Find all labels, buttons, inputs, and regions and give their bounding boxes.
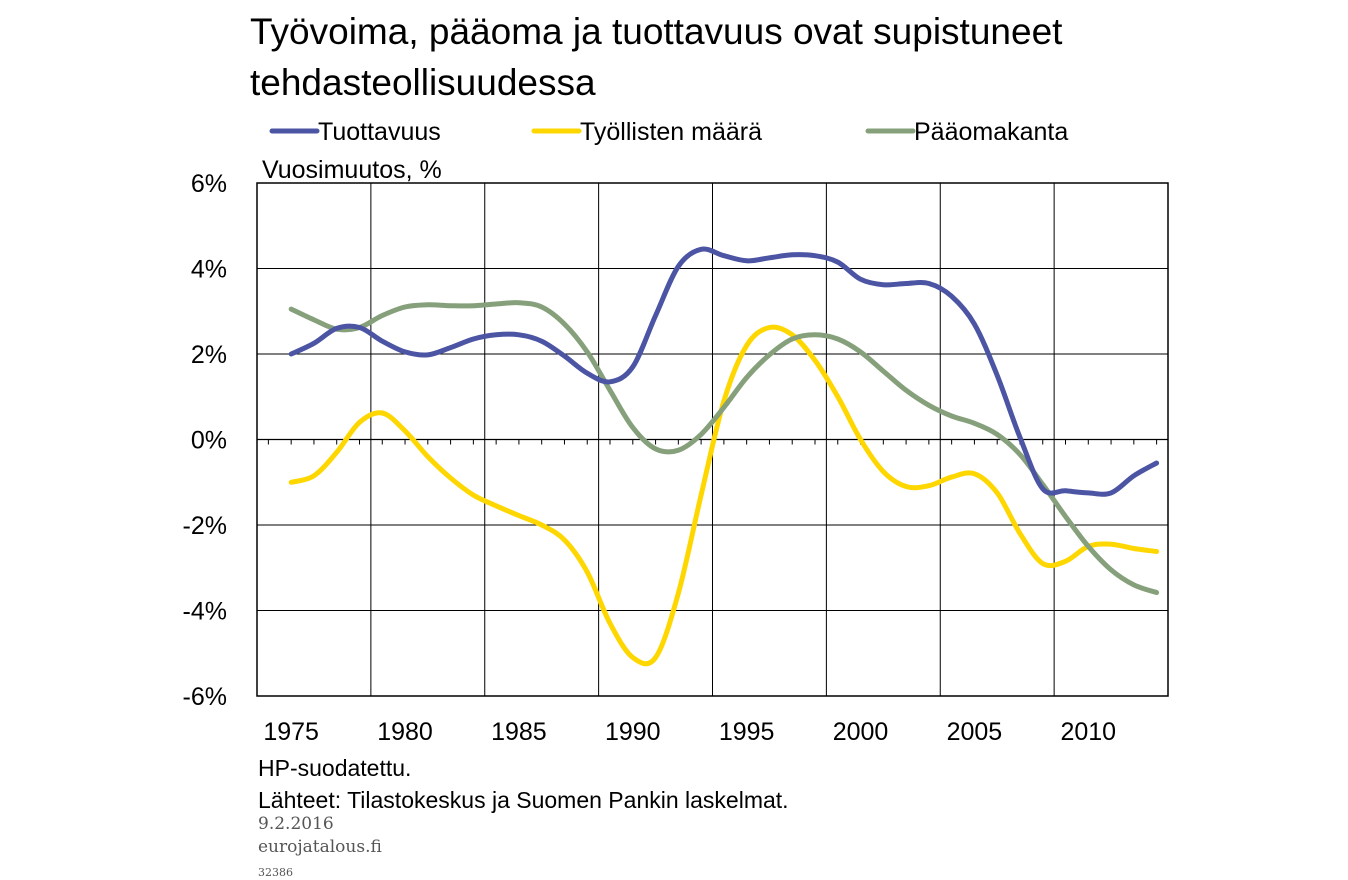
- footer-site: eurojatalous.fi: [258, 837, 382, 857]
- y-tick-label: 4%: [191, 256, 227, 284]
- legend: Tuottavuus Työllisten määrä Pääomakanta: [269, 118, 1068, 146]
- footer-code: 32386: [258, 866, 293, 879]
- x-tick-label: 2010: [1060, 718, 1116, 746]
- y-axis-label: Vuosimuutos, %: [262, 156, 442, 184]
- legend-label: Työllisten määrä: [580, 118, 762, 146]
- note-sources: Lähteet: Tilastokeskus ja Suomen Pankin …: [258, 787, 789, 813]
- chart-title-line-2: tehdasteollisuudessa: [250, 62, 596, 103]
- y-tick-label: 0%: [191, 427, 227, 455]
- series-line-2: [288, 300, 1160, 595]
- chart-title-line-1: Työvoima, pääoma ja tuottavuus ovat supi…: [250, 11, 1063, 52]
- y-tick-label: 2%: [191, 341, 227, 369]
- x-tick-label: 1995: [719, 718, 775, 746]
- x-tick-label: 2005: [947, 718, 1003, 746]
- y-tick-label: -6%: [183, 683, 227, 711]
- footer-date: 9.2.2016: [258, 814, 334, 834]
- y-tick-label: 6%: [191, 170, 227, 198]
- series-line-0: [288, 246, 1160, 497]
- x-tick-label: 2000: [833, 718, 889, 746]
- x-tick-label: 1980: [377, 718, 433, 746]
- series-line-1: [288, 324, 1160, 667]
- legend-label: Tuottavuus: [318, 118, 441, 146]
- legend-label: Pääomakanta: [914, 118, 1068, 146]
- y-tick-label: -2%: [183, 512, 227, 540]
- y-tick-label: -4%: [183, 598, 227, 626]
- x-tick-label: 1985: [491, 718, 547, 746]
- plot-area: 6% 4% 2% 0% -2% -4% -6% 1975 1980 1985 1990 1995 200…: [183, 170, 1169, 746]
- x-tick-label: 1990: [605, 718, 661, 746]
- x-tick-label: 1975: [263, 718, 319, 746]
- note-filter: HP-suodatettu.: [258, 755, 411, 781]
